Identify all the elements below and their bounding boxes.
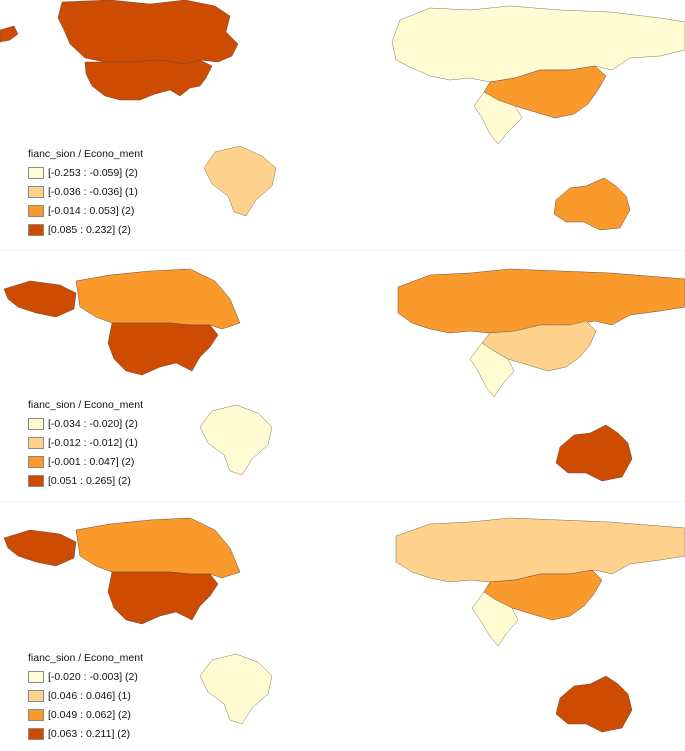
region-usa xyxy=(107,571,219,625)
region-canada xyxy=(75,517,241,579)
panel-divider xyxy=(0,501,685,502)
legend-swatch xyxy=(28,708,44,721)
region-india xyxy=(473,91,523,145)
region-alaska xyxy=(3,529,77,567)
legend-3: fianc_sion / Econo_ment [-0.020 : -0.003… xyxy=(28,652,143,744)
legend-class: [-0.001 : 0.047] (2) xyxy=(28,453,143,470)
region-alaska xyxy=(3,280,77,318)
legend-title: fianc_sion / Econo_ment xyxy=(28,148,143,160)
region-india xyxy=(469,342,515,398)
legend-swatch xyxy=(28,670,44,683)
legend-swatch xyxy=(28,166,44,179)
legend-class: [-0.253 : -0.059] (2) xyxy=(28,164,143,181)
legend-label: [0.085 : 0.232] (2) xyxy=(48,223,131,236)
region-australia xyxy=(555,675,633,733)
region-usa xyxy=(107,322,219,376)
panel-divider xyxy=(0,250,685,251)
map-panel-3: fianc_sion / Econo_ment [-0.020 : -0.003… xyxy=(0,502,685,751)
legend-label: [-0.034 : -0.020] (2) xyxy=(48,417,138,430)
legend-swatch xyxy=(28,474,44,487)
legend-swatch xyxy=(28,689,44,702)
legend-class: [-0.036 : -0.036] (1) xyxy=(28,183,143,200)
legend-label: [-0.012 : -0.012] (1) xyxy=(48,436,138,449)
map-canvas-2 xyxy=(3,268,685,482)
legend-2: fianc_sion / Econo_ment [-0.034 : -0.020… xyxy=(28,399,143,491)
legend-label: [-0.020 : -0.003] (2) xyxy=(48,670,138,683)
region-brazil xyxy=(199,404,273,476)
legend-label: [-0.001 : 0.047] (2) xyxy=(48,455,135,468)
map-canvas-3 xyxy=(3,517,685,733)
legend-class: [-0.014 : 0.053] (2) xyxy=(28,202,143,219)
legend-swatch xyxy=(28,417,44,430)
legend-title: fianc_sion / Econo_ment xyxy=(28,399,143,411)
region-australia xyxy=(555,424,633,482)
legend-swatch xyxy=(28,455,44,468)
region-russia xyxy=(397,268,685,334)
legend-class: [0.051 : 0.265] (2) xyxy=(28,472,143,489)
region-russia xyxy=(395,517,685,583)
region-alaska xyxy=(0,25,19,43)
legend-class: [0.063 : 0.211] (2) xyxy=(28,725,143,742)
legend-class: [0.085 : 0.232] (2) xyxy=(28,221,143,238)
region-canada xyxy=(75,268,241,330)
legend-swatch xyxy=(28,204,44,217)
legend-swatch xyxy=(28,185,44,198)
legend-label: [0.046 : 0.046] (1) xyxy=(48,689,131,702)
legend-swatch xyxy=(28,436,44,449)
legend-class: [-0.034 : -0.020] (2) xyxy=(28,415,143,432)
legend-title: fianc_sion / Econo_ment xyxy=(28,652,143,664)
legend-label: [0.063 : 0.211] (2) xyxy=(48,727,131,740)
legend-class: [-0.012 : -0.012] (1) xyxy=(28,434,143,451)
region-australia xyxy=(553,177,631,231)
legend-label: [-0.253 : -0.059] (2) xyxy=(48,166,138,179)
map-panel-1: fianc_sion / Econo_ment [-0.253 : -0.059… xyxy=(0,0,685,250)
legend-class: [-0.020 : -0.003] (2) xyxy=(28,668,143,685)
legend-class: [0.046 : 0.046] (1) xyxy=(28,687,143,704)
legend-label: [-0.036 : -0.036] (1) xyxy=(48,185,138,198)
legend-label: [-0.014 : 0.053] (2) xyxy=(48,204,135,217)
region-brazil xyxy=(203,145,277,217)
legend-swatch xyxy=(28,223,44,236)
legend-class: [0.049 : 0.062] (2) xyxy=(28,706,143,723)
region-canada xyxy=(57,0,239,65)
map-panel-2: fianc_sion / Econo_ment [-0.034 : -0.020… xyxy=(0,251,685,501)
legend-label: [0.049 : 0.062] (2) xyxy=(48,708,131,721)
region-india xyxy=(471,591,519,647)
region-russia xyxy=(391,5,685,83)
region-usa xyxy=(84,59,213,101)
region-brazil xyxy=(199,653,273,725)
legend-1: fianc_sion / Econo_ment [-0.253 : -0.059… xyxy=(28,148,143,240)
legend-swatch xyxy=(28,727,44,740)
map-canvas-1 xyxy=(0,0,685,231)
legend-label: [0.051 : 0.265] (2) xyxy=(48,474,131,487)
